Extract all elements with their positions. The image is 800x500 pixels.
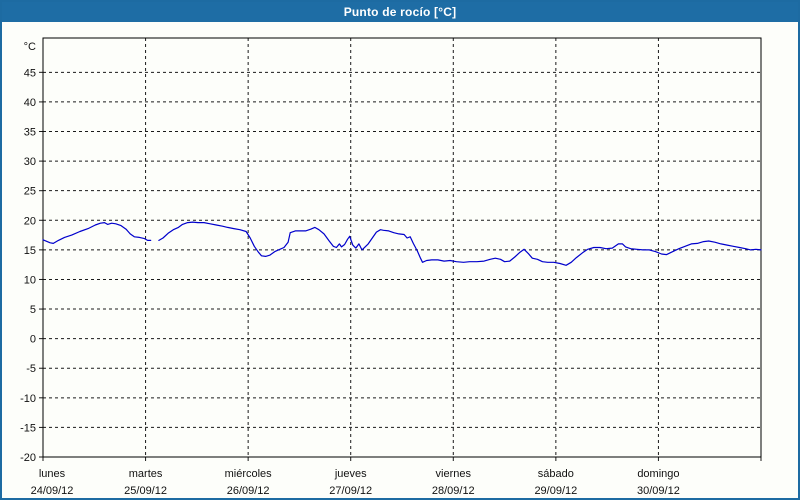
x-day-label: miércoles <box>225 468 273 480</box>
dewpoint-line <box>42 222 152 244</box>
x-date-label: 29/09/12 <box>534 485 577 497</box>
y-tick-label: -20 <box>20 452 36 464</box>
y-tick-label: 30 <box>24 156 36 168</box>
chart-title: Punto de rocío [°C] <box>343 5 457 19</box>
y-tick-label: 25 <box>24 186 36 198</box>
x-day-label: martes <box>129 468 163 480</box>
chart-canvas: 45 40 35 30 25 20 15 10 5 0 -5 -10 -15 -20 °C lunes 24/0… <box>20 37 762 497</box>
x-date-label: 27/09/12 <box>329 485 372 497</box>
x-day-label: sábado <box>538 468 574 480</box>
x-day-label: jueves <box>334 468 367 480</box>
plot-border <box>42 37 762 458</box>
y-tick-label: 15 <box>24 245 36 257</box>
chart-area: 45 40 35 30 25 20 15 10 5 0 -5 -10 -15 -20 °C lunes 24/0… <box>2 22 798 498</box>
x-date-label: 30/09/12 <box>637 485 680 497</box>
dewpoint-line <box>158 221 762 266</box>
y-axis-unit-label: °C <box>24 41 36 53</box>
y-tick-label: 40 <box>24 97 36 109</box>
y-tick-label: 5 <box>30 304 36 316</box>
x-date-label: 24/09/12 <box>31 485 74 497</box>
y-tick-label: 0 <box>30 334 36 346</box>
y-tick-label: -5 <box>26 363 36 375</box>
y-tick-label: 10 <box>24 274 36 286</box>
x-date-label: 28/09/12 <box>432 485 475 497</box>
y-tick-label: 35 <box>24 127 36 139</box>
y-tick-label: 20 <box>24 215 36 227</box>
x-date-label: 25/09/12 <box>124 485 167 497</box>
x-day-label: domingo <box>637 468 679 480</box>
x-day-label: viernes <box>436 468 472 480</box>
title-bar: Punto de rocío [°C] <box>2 2 798 22</box>
y-tick-label: -10 <box>20 393 36 405</box>
x-day-label: lunes <box>39 468 66 480</box>
y-tick-label: -15 <box>20 422 36 434</box>
y-tick-label: 45 <box>24 67 36 79</box>
x-date-label: 26/09/12 <box>227 485 270 497</box>
